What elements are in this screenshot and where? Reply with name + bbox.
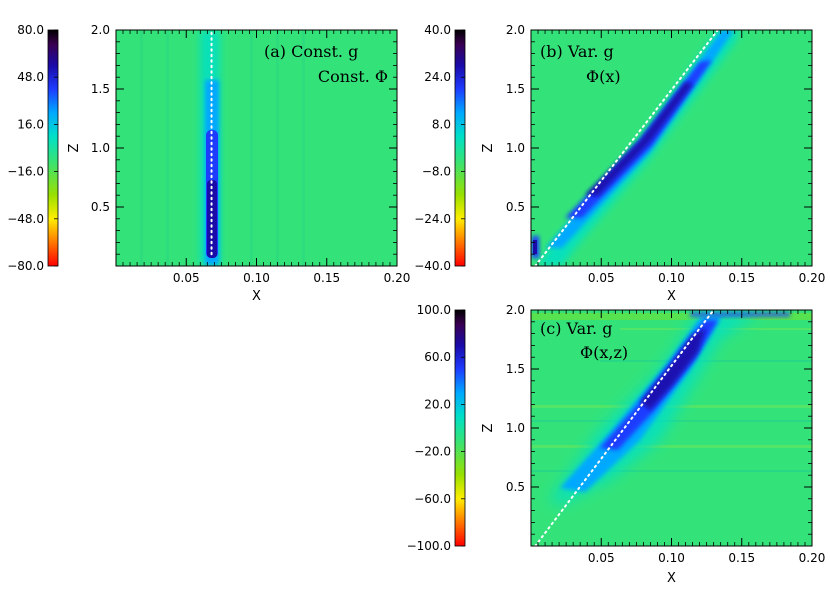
x-tick-label-a: 0.20: [384, 271, 411, 285]
colorbar-c-ticks: 100.0 60.0 20.0 −20.0 −60.0 −100.0: [407, 303, 465, 553]
ylabel-a: Z: [67, 143, 82, 152]
colorbar-tick-label-c: −20.0: [414, 445, 451, 459]
x-tick-label-a: 0.10: [243, 271, 270, 285]
x-tick-label-c: 0.20: [799, 551, 826, 565]
x-tick-label-c: 0.05: [588, 551, 615, 565]
colorbar-tick-label-c: −60.0: [414, 492, 451, 506]
y-tick-label-c: 0.5: [506, 480, 525, 494]
plot-area-a: [116, 30, 397, 266]
colorbar-tick-label-a: −16.0: [7, 165, 44, 179]
colorbar-b: [454, 29, 466, 267]
colorbar-tick-label-c: −100.0: [407, 539, 451, 553]
x-tick-label-a: 0.15: [313, 271, 340, 285]
y-tick-label-a: 1.0: [91, 141, 110, 155]
colorbar-tick-label-b: 24.0: [424, 70, 451, 84]
panel-b: 40.024.08.0−8.0−24.0−40.0 0.05 0.10 0.15 0.…: [414, 23, 825, 304]
x-tick-label-c: 0.15: [728, 551, 755, 565]
colorbar-b-ticks: 40.0 24.0 8.0 −8.0 −24.0 −40.0: [414, 23, 465, 273]
y-tick-label-a: 0.5: [91, 200, 110, 214]
colorbar-tick-label-b: 40.0: [424, 23, 451, 37]
panel-sublabel-c: Φ(x,z): [580, 343, 628, 362]
panel-sublabel-b: Φ(x): [586, 67, 621, 86]
colorbar-tick-label-a: 16.0: [17, 117, 44, 131]
panel-label-a: (a) Const. g: [264, 42, 358, 61]
x-tick-label-a: 0.05: [173, 271, 200, 285]
x-tick-label-b: 0.20: [799, 271, 826, 285]
axes-b: 0.05 0.10 0.15 0.20 0.5 1.0 1.5 2.0: [506, 23, 825, 285]
xlabel-b: X: [667, 289, 676, 304]
colorbar-tick-label-c: 60.0: [424, 350, 451, 364]
heatmap-b: [532, 30, 740, 266]
axes-c: 0.05 0.10 0.15 0.20 0.5 1.0 1.5 2.0: [506, 303, 825, 565]
x-tick-label-b: 0.15: [728, 271, 755, 285]
colorbar-tick-label-b: −8.0: [422, 165, 451, 179]
y-tick-label-b: 1.5: [506, 82, 525, 96]
xlabel-a: X: [252, 289, 261, 304]
colorbar-tick-label-b: 8.0: [432, 117, 451, 131]
colorbar-tick-label-a: −48.0: [7, 212, 44, 226]
ylabel-c: Z: [481, 423, 496, 432]
y-tick-label-c: 2.0: [506, 303, 525, 317]
y-tick-label-a: 1.5: [91, 82, 110, 96]
panel-sublabel-a: Const. Φ: [318, 67, 388, 86]
y-tick-label-c: 1.5: [506, 362, 525, 376]
x-tick-label-c: 0.10: [658, 551, 685, 565]
y-tick-label-b: 1.0: [506, 141, 525, 155]
colorbar-a-ticks: 80.0 48.0 16.0 −16.0 −48.0 −80.0: [7, 23, 58, 273]
ylabel-b: Z: [481, 143, 496, 152]
x-tick-label-b: 0.10: [658, 271, 685, 285]
panel-label-b: (b) Var. g: [540, 42, 614, 61]
colorbar-tick-label-c: 100.0: [417, 303, 451, 317]
axes-a: 0.05 0.10 0.15 0.20 0.5 1.0 1.5 2.0: [91, 23, 410, 285]
panel-label-c: (c) Var. g: [540, 319, 612, 338]
y-tick-label-b: 2.0: [506, 23, 525, 37]
x-tick-label-b: 0.05: [588, 271, 615, 285]
colorbar-tick-label-c: 20.0: [424, 397, 451, 411]
dotted-line-c: [534, 309, 715, 547]
colorbar-tick-label-a: −80.0: [7, 259, 44, 273]
colorbar-tick-label-a: 48.0: [17, 70, 44, 84]
y-tick-label-a: 2.0: [91, 23, 110, 37]
y-tick-label-c: 1.0: [506, 421, 525, 435]
xlabel-c: X: [667, 571, 676, 586]
dotted-line-b: [534, 29, 719, 267]
panel-c: 100.060.020.0−20.0−60.0−100.0 0.05 0.10 0.…: [407, 303, 826, 586]
colorbar-c: [454, 309, 466, 547]
y-tick-label-b: 0.5: [506, 200, 525, 214]
colorbar-a: [47, 29, 59, 267]
plot-area-c: [531, 310, 812, 546]
colorbar-tick-label-a: 80.0: [17, 23, 44, 37]
colorbar-tick-label-b: −24.0: [414, 212, 451, 226]
panel-a: 80.0 48.0 16.0 −16.0 −48.0 −80.0 0.05 0.10 0.15…: [7, 23, 410, 304]
colorbar-tick-label-b: −40.0: [414, 259, 451, 273]
